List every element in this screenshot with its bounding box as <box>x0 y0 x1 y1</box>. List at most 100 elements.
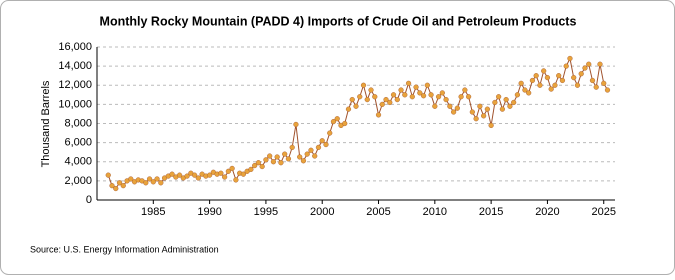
data-point <box>364 96 370 103</box>
y-tick-label: 10,000 <box>58 98 92 110</box>
data-point <box>158 180 164 186</box>
data-point <box>304 151 310 157</box>
data-point <box>413 84 419 90</box>
data-point <box>567 55 573 62</box>
data-point <box>473 116 479 122</box>
data-point <box>462 87 468 93</box>
data-point <box>308 147 314 153</box>
data-point <box>586 61 592 67</box>
data-point <box>191 172 198 178</box>
data-point <box>334 116 340 122</box>
data-point <box>541 68 547 74</box>
data-point <box>184 173 190 179</box>
data-point <box>405 80 412 86</box>
y-tick-label: 8,000 <box>64 117 92 129</box>
data-point <box>372 94 378 100</box>
data-point <box>443 96 449 103</box>
data-point <box>278 160 284 166</box>
data-point <box>428 92 434 98</box>
x-tick-label: 2025 <box>591 206 615 218</box>
data-point <box>511 99 517 106</box>
data-point <box>233 177 239 183</box>
data-point <box>289 144 295 151</box>
y-tick-label: 6,000 <box>64 137 92 149</box>
data-point <box>282 151 288 157</box>
data-point <box>327 130 333 136</box>
data-point <box>398 87 404 93</box>
data-point <box>533 73 539 79</box>
data-point <box>537 82 543 88</box>
data-point <box>604 87 611 93</box>
y-tick-label: 16,000 <box>58 41 92 53</box>
data-point <box>496 94 502 100</box>
data-point <box>342 120 348 127</box>
data-point <box>349 96 355 103</box>
data-point <box>109 183 115 189</box>
x-tick-label: 2010 <box>423 206 447 218</box>
y-tick-label: 2,000 <box>64 175 92 187</box>
data-point <box>522 87 528 93</box>
data-point <box>383 96 389 103</box>
data-point <box>601 80 607 86</box>
data-point <box>312 153 318 159</box>
data-point <box>593 84 599 90</box>
data-point <box>229 165 235 172</box>
data-point <box>409 94 415 100</box>
data-point <box>252 162 258 169</box>
data-point <box>207 172 213 178</box>
data-point <box>222 174 228 180</box>
data-point <box>582 65 588 71</box>
data-point <box>574 82 581 88</box>
data-point <box>447 103 453 109</box>
data-point <box>255 160 262 166</box>
y-axis-label: Thousand Barrels <box>40 80 52 167</box>
data-point <box>293 121 299 128</box>
data-point <box>259 163 265 170</box>
data-point <box>300 158 307 164</box>
data-point <box>402 92 408 98</box>
data-point <box>375 112 382 118</box>
data-point <box>597 61 603 67</box>
data-point <box>169 171 175 177</box>
data-point <box>128 176 134 182</box>
data-point <box>435 94 442 100</box>
data-point <box>514 92 521 98</box>
x-tick-label: 2015 <box>479 206 503 218</box>
data-point <box>481 113 487 119</box>
data-point <box>116 180 123 186</box>
y-tick-label: 12,000 <box>58 79 92 91</box>
x-tick-label: 2020 <box>535 206 559 218</box>
y-tick-label: 4,000 <box>64 156 92 168</box>
data-point <box>154 176 160 182</box>
data-point <box>330 118 337 125</box>
data-point <box>218 170 224 176</box>
data-point <box>353 103 359 109</box>
data-point <box>297 154 303 160</box>
data-point <box>225 168 231 174</box>
data-point <box>357 94 363 100</box>
data-point <box>285 156 292 162</box>
data-point <box>263 157 269 163</box>
data-point <box>488 122 494 129</box>
data-point <box>507 103 513 109</box>
data-point <box>454 105 460 111</box>
data-point <box>492 99 498 106</box>
data-point <box>267 153 273 159</box>
data-point <box>274 154 280 160</box>
data-point <box>529 77 536 84</box>
x-tick-label: 1990 <box>197 206 221 218</box>
data-point <box>503 96 509 103</box>
data-point <box>563 63 569 69</box>
data-point <box>499 106 505 112</box>
data-point <box>150 179 156 185</box>
data-point <box>439 90 445 96</box>
data-point <box>394 96 400 103</box>
x-tick-label: 1995 <box>254 206 278 218</box>
data-point <box>469 109 475 115</box>
data-point <box>360 82 367 88</box>
data-point <box>578 71 584 77</box>
data-point <box>390 92 397 98</box>
data-point <box>315 144 322 151</box>
data-point <box>240 171 246 177</box>
data-point <box>379 101 385 107</box>
